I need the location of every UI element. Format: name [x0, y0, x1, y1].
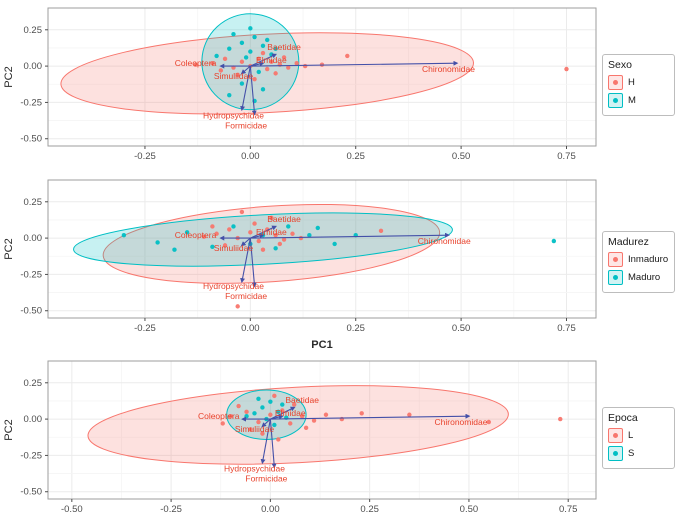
svg-text:-0.25: -0.25 — [160, 504, 182, 515]
svg-text:Hydropsychidae: Hydropsychidae — [203, 281, 264, 291]
legend-label: M — [628, 95, 636, 106]
legend-key-swatch — [608, 446, 623, 461]
svg-text:Baetidae: Baetidae — [267, 214, 301, 224]
legend-epoca: Epoca L S — [602, 407, 675, 469]
svg-text:-0.25: -0.25 — [20, 269, 42, 280]
svg-text:Simuliidae: Simuliidae — [214, 243, 253, 253]
legend-key-swatch — [608, 428, 623, 443]
svg-text:Coleoptera: Coleoptera — [198, 411, 240, 421]
legend-key-swatch — [608, 75, 623, 90]
svg-text:PC2: PC2 — [3, 238, 15, 259]
legend-dot-icon — [613, 451, 618, 456]
svg-text:-0.25: -0.25 — [20, 450, 42, 461]
legend-dot-icon — [613, 256, 618, 262]
legend-item: S — [608, 446, 669, 461]
svg-text:0.00: 0.00 — [24, 61, 43, 72]
svg-text:Formicidae: Formicidae — [225, 121, 267, 131]
svg-text:0.00: 0.00 — [24, 414, 43, 425]
legend-item: L — [608, 428, 669, 443]
svg-text:-0.50: -0.50 — [20, 487, 42, 498]
svg-text:Chironomidae: Chironomidae — [418, 236, 471, 246]
pca-plot-madurez: Chironomidae Baetidae Coleoptera ElmidaeSim… — [3, 179, 597, 351]
svg-text:Elmidae: Elmidae — [256, 227, 287, 237]
svg-text:Baetidae: Baetidae — [267, 42, 301, 52]
legend-madurez: Madurez Inmaduro Maduro — [602, 230, 675, 293]
svg-text:Simuliidae: Simuliidae — [235, 424, 274, 434]
svg-text:0.75: 0.75 — [559, 504, 578, 515]
svg-text:0.00: 0.00 — [261, 504, 280, 515]
legend-label: Maduro — [628, 271, 661, 283]
svg-text:Baetidae: Baetidae — [285, 395, 319, 405]
svg-text:-0.25: -0.25 — [134, 323, 156, 334]
svg-text:0.25: 0.25 — [346, 151, 365, 162]
svg-text:Hydropsychidae: Hydropsychidae — [203, 110, 264, 120]
svg-text:PC2: PC2 — [3, 419, 15, 440]
svg-text:0.00: 0.00 — [241, 323, 260, 334]
legend-item: M — [608, 93, 669, 108]
svg-text:Hydropsychidae: Hydropsychidae — [224, 463, 285, 473]
legend-key-swatch — [608, 251, 623, 267]
pca-plot-sexo: Chironomidae Baetidae Coleoptera ElmidaeSim… — [3, 7, 597, 162]
legend-title: Sexo — [608, 59, 632, 71]
legend-sexo: Sexo H M — [602, 54, 675, 116]
svg-text:Chironomidae: Chironomidae — [435, 417, 488, 427]
svg-text:Coleoptera: Coleoptera — [175, 58, 217, 68]
legend-label: H — [628, 77, 635, 88]
svg-text:Chironomidae: Chironomidae — [422, 64, 475, 74]
legend-label: S — [628, 448, 635, 459]
svg-text:0.25: 0.25 — [24, 25, 43, 36]
legend-item: H — [608, 75, 669, 90]
svg-text:0.50: 0.50 — [460, 504, 479, 515]
svg-text:-0.25: -0.25 — [134, 151, 156, 162]
svg-text:0.25: 0.25 — [24, 378, 43, 389]
svg-text:PC1: PC1 — [311, 339, 332, 351]
legend-item: Inmaduro — [608, 251, 669, 267]
svg-text:Simuliidae: Simuliidae — [214, 71, 253, 81]
panel-madurez: Chironomidae Baetidae Coleoptera Elmidae Sim… — [0, 170, 677, 353]
svg-text:0.00: 0.00 — [24, 233, 43, 244]
svg-text:0.75: 0.75 — [557, 323, 576, 334]
svg-text:0.50: 0.50 — [452, 151, 471, 162]
legend-dot-icon — [613, 80, 618, 85]
panel-sexo: Chironomidae Baetidae Coleoptera Elmidae Sim… — [0, 0, 677, 170]
legend-dot-icon — [613, 98, 618, 103]
legend-label: L — [628, 430, 634, 441]
legend-label: Inmaduro — [628, 253, 669, 265]
svg-text:0.50: 0.50 — [452, 323, 471, 334]
legend-title: Madurez — [608, 235, 649, 248]
svg-text:Formicidae: Formicidae — [245, 474, 287, 484]
svg-text:Elmidae: Elmidae — [256, 55, 287, 65]
legend-dot-icon — [613, 433, 618, 438]
svg-text:Elmidae: Elmidae — [275, 408, 306, 418]
legend-title: Epoca — [608, 412, 638, 424]
legend-dot-icon — [613, 274, 618, 280]
svg-text:-0.50: -0.50 — [20, 134, 42, 145]
svg-text:0.00: 0.00 — [241, 151, 260, 162]
legend-key-swatch — [608, 269, 623, 285]
pca-plot-epoca: Chironomidae Baetidae Coleoptera ElmidaeSim… — [3, 360, 597, 515]
svg-text:Formicidae: Formicidae — [225, 291, 267, 301]
svg-text:0.25: 0.25 — [360, 504, 379, 515]
svg-text:0.25: 0.25 — [346, 323, 365, 334]
panel-epoca: Chironomidae Baetidae Coleoptera Elmidae Sim… — [0, 353, 677, 523]
svg-text:-0.50: -0.50 — [61, 504, 83, 515]
svg-text:-0.50: -0.50 — [20, 306, 42, 317]
legend-item: Maduro — [608, 269, 669, 285]
svg-text:-0.25: -0.25 — [20, 97, 42, 108]
svg-text:PC2: PC2 — [3, 66, 15, 87]
svg-text:0.25: 0.25 — [24, 197, 43, 208]
svg-text:0.75: 0.75 — [557, 151, 576, 162]
legend-key-swatch — [608, 93, 623, 108]
svg-text:Coleoptera: Coleoptera — [175, 230, 217, 240]
